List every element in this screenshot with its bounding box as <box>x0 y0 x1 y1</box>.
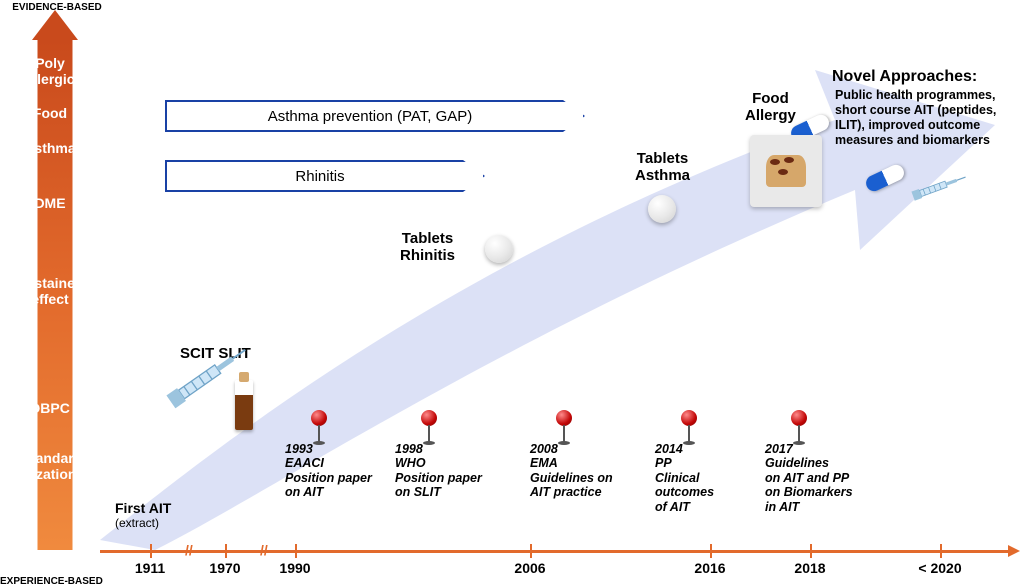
y-axis-category: Standar-dization <box>0 450 100 482</box>
first-ait-label: First AIT (extract) <box>115 500 171 530</box>
banner: Asthma prevention (PAT, GAP) <box>165 100 585 132</box>
y-axis-category: Food <box>0 105 100 121</box>
y-axis-category: DME <box>0 195 100 211</box>
timeline-diagram: EVIDENCE-BASED EXPERIENCE-BASED Polyalle… <box>0 0 1024 585</box>
x-axis-year: 1990 <box>279 560 310 576</box>
novel-approaches-title: Novel Approaches: <box>832 68 977 86</box>
milestone-text: 1998WHOPosition paperon SLIT <box>395 442 482 500</box>
first-ait-title: First AIT <box>115 500 171 516</box>
stage-title: TabletsAsthma <box>635 150 690 184</box>
x-axis-tick <box>225 544 227 558</box>
milestone-pin-icon <box>420 410 438 440</box>
milestone-pin-icon <box>310 410 328 440</box>
x-axis-year: 2018 <box>794 560 825 576</box>
milestone-text: 1993EAACIPosition paperon AIT <box>285 442 372 500</box>
banner: Rhinitis <box>165 160 485 192</box>
x-axis-tick <box>295 544 297 558</box>
milestone-text: 2008EMAGuidelines onAIT practice <box>530 442 613 500</box>
stage-title: FoodAllergy <box>745 90 796 124</box>
bean-icon <box>778 169 788 175</box>
milestone-text: 2014PPClinicaloutcomesof AIT <box>655 442 714 514</box>
x-axis-arrowhead <box>1008 545 1020 557</box>
x-axis-tick <box>150 544 152 558</box>
first-ait-sub: (extract) <box>115 516 171 530</box>
x-axis-tick <box>940 544 942 558</box>
stage-title: TabletsRhinitis <box>400 230 455 264</box>
x-axis-tick <box>810 544 812 558</box>
x-axis-line <box>100 550 1014 553</box>
x-axis-tick <box>710 544 712 558</box>
milestone-pin-icon <box>790 410 808 440</box>
y-axis-bottom-label: EXPERIENCE-BASED <box>0 576 110 587</box>
food-allergy-icon <box>750 135 822 207</box>
syringe-icon <box>910 169 970 208</box>
x-axis-year: 1911 <box>135 560 165 576</box>
y-axis-arrowhead <box>32 10 78 40</box>
y-axis-category: Polyallergic <box>0 55 100 87</box>
slit-bottle-icon <box>235 380 253 430</box>
milestone-pin-icon <box>555 410 573 440</box>
y-axis-category: Sustainedeffect <box>0 275 100 307</box>
x-axis-year: 2006 <box>514 560 545 576</box>
capsule-icon <box>863 162 906 193</box>
milestone-pin-icon <box>680 410 698 440</box>
y-axis-category: Asthma <box>0 140 100 156</box>
bean-icon <box>770 159 780 165</box>
x-axis-year: < 2020 <box>918 560 961 576</box>
tablet-icon <box>648 195 676 223</box>
novel-approaches-body: Public health programmes,short course AI… <box>835 88 996 148</box>
x-axis-break: // <box>185 542 193 558</box>
milestone-text: 2017Guidelineson AIT and PPon Biomarkers… <box>765 442 853 514</box>
y-axis-category: DBPC <box>0 400 100 416</box>
toast-icon <box>766 155 806 187</box>
bean-icon <box>784 157 794 163</box>
x-axis-year: 1970 <box>209 560 240 576</box>
x-axis-year: 2016 <box>694 560 725 576</box>
x-axis-break: // <box>260 542 268 558</box>
x-axis-tick <box>530 544 532 558</box>
tablet-icon <box>485 235 513 263</box>
